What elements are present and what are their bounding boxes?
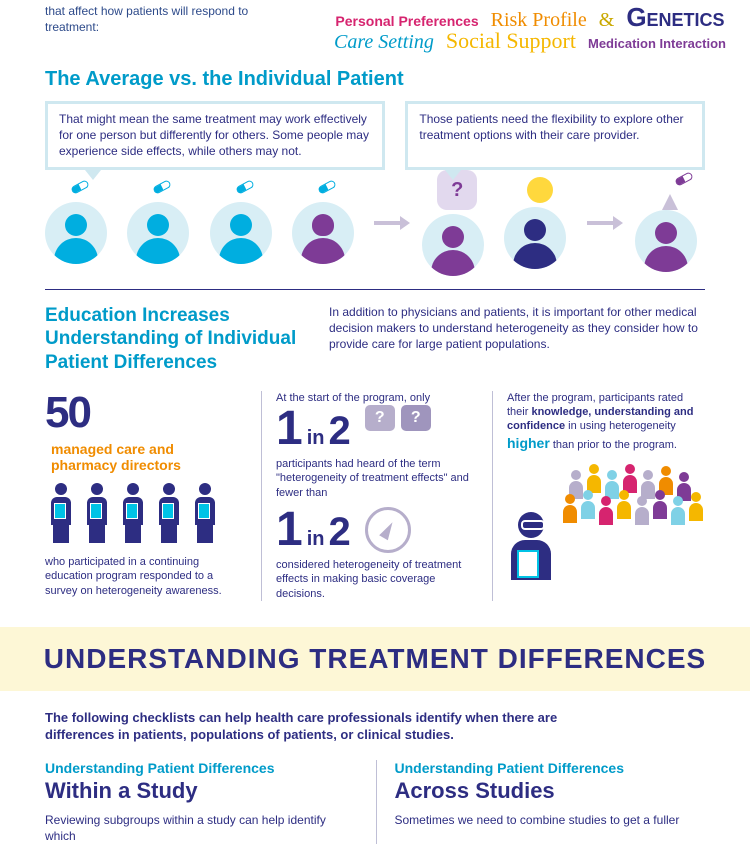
wordcloud-term: Social Support bbox=[446, 28, 576, 53]
col2-lead: At the start of the program, only bbox=[276, 391, 474, 405]
callout-right: Those patients need the flexibility to e… bbox=[405, 101, 705, 170]
arrow-icon bbox=[587, 218, 623, 228]
checklist-right: Understanding Patient Differences Across… bbox=[376, 760, 706, 844]
wordcloud-term: Genetics bbox=[626, 2, 724, 32]
wordcloud-term: & bbox=[599, 9, 615, 31]
pill-icon bbox=[70, 179, 90, 195]
pill-icon bbox=[235, 179, 255, 195]
wordcloud-term: Medication Interaction bbox=[588, 36, 726, 51]
wordcloud-term: Care Setting bbox=[334, 31, 434, 53]
one-in-two: 1in2 bbox=[276, 405, 351, 453]
callout-left: That might mean the same treatment may w… bbox=[45, 101, 385, 170]
crowd-graphic bbox=[507, 460, 705, 580]
ck-left-body: Reviewing subgroups within a study can h… bbox=[45, 812, 356, 844]
up-arrow-icon bbox=[662, 194, 678, 210]
crowd-person-icon bbox=[585, 464, 603, 493]
checklist-intro: The following checklists can help health… bbox=[45, 709, 605, 744]
checklist-left: Understanding Patient Differences Within… bbox=[45, 760, 356, 844]
crowd-person-icon bbox=[561, 494, 579, 523]
ck-right-sub: Understanding Patient Differences bbox=[395, 760, 706, 776]
stat-50-caption: who participated in a continuing educati… bbox=[45, 555, 243, 598]
pill-icon bbox=[153, 179, 173, 195]
banner-title: UNDERSTANDING TREATMENT DIFFERENCES bbox=[0, 643, 750, 675]
callout-right-text: Those patients need the flexibility to e… bbox=[419, 112, 683, 142]
crowd-person-icon bbox=[621, 464, 639, 493]
crowd-person-icon bbox=[633, 496, 651, 525]
pill-icon bbox=[674, 171, 694, 187]
divider bbox=[45, 289, 705, 290]
word-cloud: Personal PreferencesRisk Profile&Genetic… bbox=[315, 4, 745, 52]
section-avg-title: The Average vs. the Individual Patient bbox=[45, 68, 705, 91]
bulb-icon bbox=[527, 177, 553, 203]
wordcloud-term: Personal Preferences bbox=[335, 13, 478, 29]
banner: UNDERSTANDING TREATMENT DIFFERENCES bbox=[0, 627, 750, 691]
crowd-person-icon bbox=[687, 492, 705, 521]
ck-right-body: Sometimes we need to combine studies to … bbox=[395, 812, 706, 828]
patient-row: ? bbox=[45, 176, 705, 271]
col2-line1: participants had heard of the term "hete… bbox=[276, 457, 474, 500]
crowd-person-icon bbox=[651, 490, 669, 519]
ck-left-main: Within a Study bbox=[45, 778, 356, 804]
col2-line2: considered heterogeneity of treatment ef… bbox=[276, 558, 474, 601]
ck-right-main: Across Studies bbox=[395, 778, 706, 804]
stat-50: 50 bbox=[45, 391, 90, 435]
question-bubble-icon: ? bbox=[401, 405, 431, 431]
callout-left-text: That might mean the same treatment may w… bbox=[59, 112, 369, 158]
crowd-person-icon bbox=[597, 496, 615, 525]
crowd-person-icon bbox=[669, 496, 687, 525]
pill-icon bbox=[317, 179, 337, 195]
edu-col-2: At the start of the program, only 1in2 ?… bbox=[261, 391, 474, 601]
crowd-person-icon bbox=[615, 490, 633, 519]
crowd-person-icon bbox=[579, 490, 597, 519]
callout-row: That might mean the same treatment may w… bbox=[45, 101, 705, 170]
col3-text: After the program, participants rated th… bbox=[507, 391, 705, 452]
section-edu-desc: In addition to physicians and patients, … bbox=[329, 304, 705, 353]
clipboard-person-icon bbox=[507, 512, 555, 580]
ck-left-sub: Understanding Patient Differences bbox=[45, 760, 356, 776]
edu-col-3: After the program, participants rated th… bbox=[492, 391, 705, 601]
intro-text: that affect how patients will respond to… bbox=[45, 4, 255, 35]
stat-50-label: managed care and pharmacy directors bbox=[51, 441, 201, 473]
one-in-two: 1in2 bbox=[276, 506, 351, 554]
question-bubble-icon: ? bbox=[365, 405, 395, 431]
section-edu-title: Education Increases Understanding of Ind… bbox=[45, 304, 305, 375]
compass-icon bbox=[365, 507, 411, 553]
people-icons bbox=[45, 483, 243, 545]
edu-col-1: 50 managed care and pharmacy directors w… bbox=[45, 391, 243, 601]
arrow-icon bbox=[374, 218, 410, 228]
